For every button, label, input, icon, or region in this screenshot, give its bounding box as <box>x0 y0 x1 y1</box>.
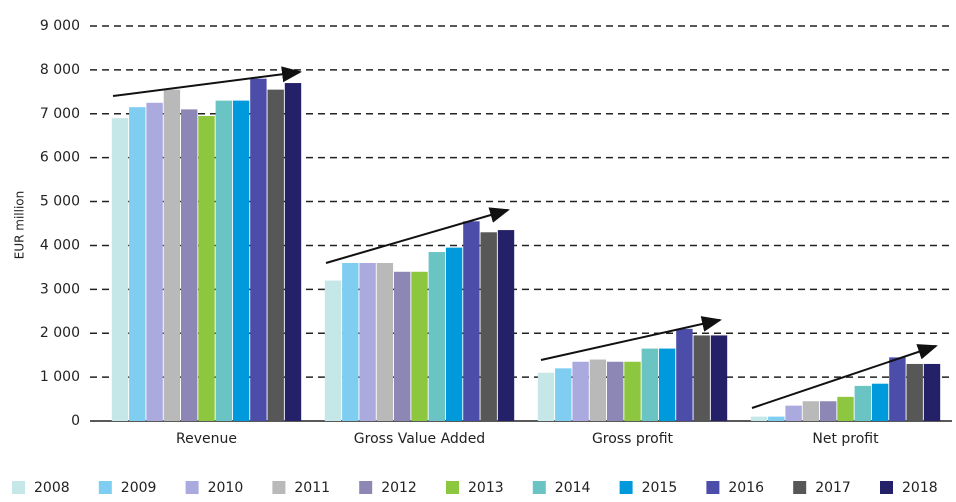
bar <box>710 335 728 421</box>
y-tick-label: 0 <box>71 413 80 429</box>
x-tick-label: Net profit <box>812 431 879 447</box>
bar <box>342 263 359 421</box>
x-tick-label: Revenue <box>176 431 237 447</box>
trend-arrow <box>325 207 510 264</box>
bar <box>624 361 641 421</box>
bar <box>163 89 181 421</box>
bar <box>658 348 676 421</box>
legend-label: 2012 <box>381 480 417 496</box>
bar <box>676 328 693 421</box>
y-tick-label: 5 000 <box>40 194 80 210</box>
bar <box>837 396 854 421</box>
trend-arrows <box>112 66 938 409</box>
legend-label: 2011 <box>294 480 330 496</box>
bar <box>232 100 250 421</box>
bar <box>785 405 802 421</box>
bar <box>693 335 710 421</box>
legend-swatch <box>706 481 720 494</box>
legend-swatch <box>98 481 112 494</box>
y-tick-label: 3 000 <box>40 281 80 297</box>
legend-label: 2013 <box>468 480 504 496</box>
bar <box>111 118 129 422</box>
legend-label: 2015 <box>642 480 678 496</box>
bar <box>376 263 394 421</box>
bar <box>923 363 941 421</box>
x-tick-label: Gross profit <box>592 431 674 447</box>
y-tick-label: 1 000 <box>40 369 80 385</box>
legend-label: 2016 <box>728 480 764 496</box>
legend-swatch <box>793 481 807 494</box>
legend-label: 2010 <box>208 480 244 496</box>
bar <box>641 348 658 421</box>
bar <box>267 89 284 421</box>
bar <box>250 78 267 422</box>
bar <box>802 401 820 421</box>
legend-swatch <box>12 481 25 494</box>
bar <box>428 252 445 421</box>
plot-area: 0 1 000 2 000 3 000 4 000 5 000 6 000 7 000 8 00… <box>12 18 952 496</box>
bar <box>497 230 515 421</box>
bar <box>198 115 215 421</box>
bar <box>555 368 572 421</box>
bar <box>854 385 871 421</box>
y-tick-label: 8 000 <box>40 62 80 78</box>
bar <box>537 372 555 421</box>
bar <box>181 109 198 421</box>
y-tick-label: 7 000 <box>40 106 80 122</box>
legend-swatch <box>359 481 373 494</box>
y-axis-label: EUR million <box>13 191 27 260</box>
y-tick-label: 4 000 <box>40 237 80 253</box>
bar <box>284 83 302 422</box>
bar <box>589 359 607 421</box>
bar <box>607 361 624 421</box>
bar <box>906 363 923 421</box>
x-tick-label: Gross Value Added <box>354 431 485 447</box>
bar <box>394 271 411 421</box>
bar <box>215 100 232 421</box>
bar <box>820 401 837 421</box>
legend-label: 2017 <box>815 480 851 496</box>
legend-swatch <box>619 481 633 494</box>
legend-label: 2008 <box>34 480 70 496</box>
bar <box>750 416 768 421</box>
legend-swatch <box>880 481 893 494</box>
bar <box>480 232 497 421</box>
trend-arrow <box>540 316 722 361</box>
legend-swatch <box>272 481 286 494</box>
bar <box>411 271 428 421</box>
bar <box>359 263 376 421</box>
legend-swatch <box>532 481 546 494</box>
trend-arrow <box>751 344 938 409</box>
bar <box>463 221 480 421</box>
bar <box>445 247 463 421</box>
legend-label: 2014 <box>555 480 591 496</box>
y-tick-label: 9 000 <box>40 18 80 34</box>
legend-label: 2009 <box>121 480 157 496</box>
legend-swatch <box>446 481 459 494</box>
bar <box>572 361 589 421</box>
bar <box>889 357 906 421</box>
y-tick-label: 6 000 <box>40 150 80 166</box>
bar <box>768 416 785 421</box>
bar <box>871 383 889 421</box>
bar <box>324 280 342 421</box>
legend-swatch <box>185 481 199 494</box>
y-tick-label: 2 000 <box>40 325 80 341</box>
legend-label: 2018 <box>902 480 938 496</box>
bar <box>146 102 163 422</box>
bar <box>129 107 146 421</box>
trend-arrow <box>112 66 302 97</box>
